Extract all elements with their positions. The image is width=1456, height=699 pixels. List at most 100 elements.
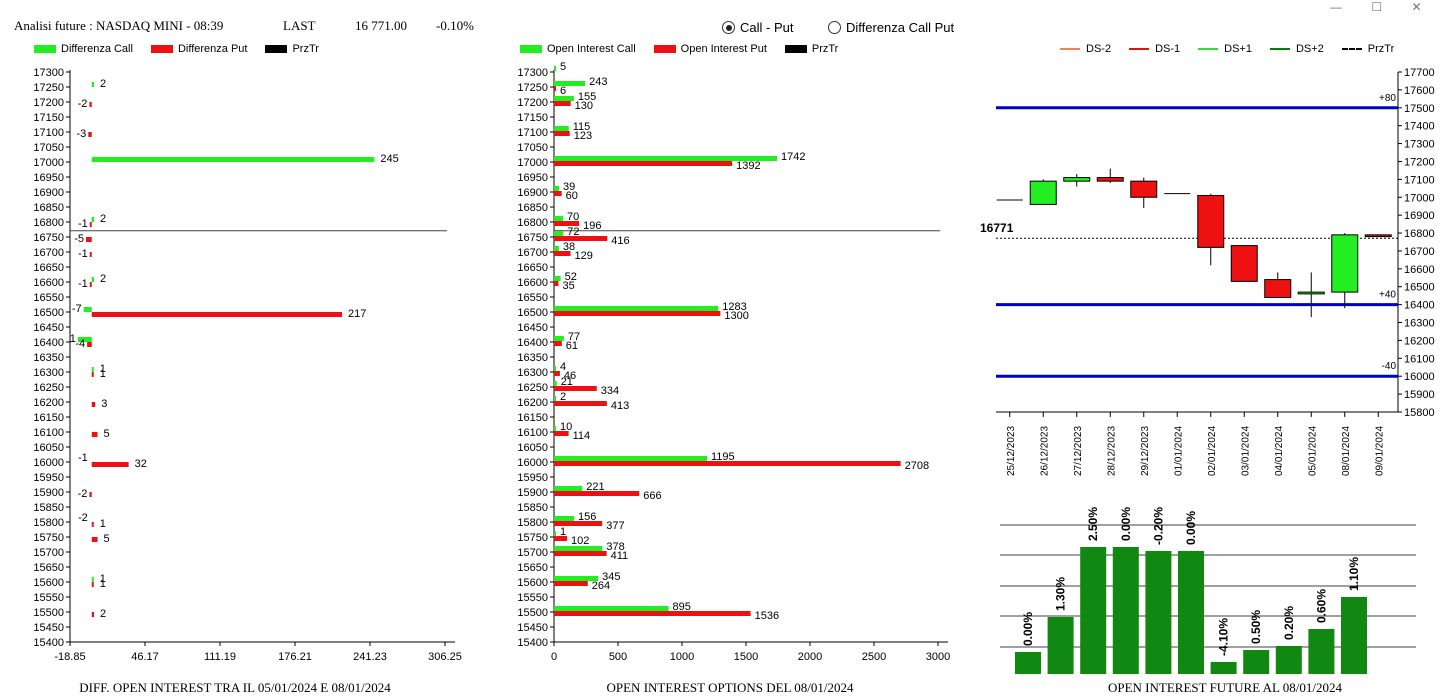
legend-label: PrzTr	[811, 43, 839, 55]
strike-tick-label: 16150	[517, 412, 548, 424]
data-label: -2	[78, 488, 88, 500]
y-tick-label: 16600	[1404, 264, 1435, 276]
radio-selected-icon[interactable]	[722, 21, 735, 34]
strike-tick-label: 15700	[517, 547, 548, 559]
date-label: 04/01/2024	[1274, 426, 1285, 476]
legend-item: DS-2	[1060, 43, 1111, 55]
bar	[91, 312, 343, 317]
date-label: 29/12/2023	[1140, 426, 1151, 476]
strike-tick-label: 17300	[33, 67, 64, 79]
call-bar	[554, 96, 574, 101]
strike-tick-label: 16050	[33, 442, 64, 454]
bar-label: 0.50%	[1249, 610, 1263, 644]
legend-label: DS-1	[1155, 43, 1181, 55]
put-label: 123	[574, 130, 592, 142]
put-label: 416	[611, 235, 629, 247]
y-tick-label: 17100	[1404, 174, 1435, 186]
call-label: 1283	[722, 301, 746, 313]
call-bar	[554, 486, 583, 491]
put-label: 60	[566, 190, 578, 202]
call-label: 77	[568, 331, 580, 343]
put-label: 377	[606, 520, 624, 532]
candlestick-chart: 17700 17600 17500 17400 17300 17200 17100 17000…	[980, 67, 1435, 476]
legend-swatch	[34, 45, 56, 53]
put-bar	[554, 341, 562, 346]
legend-swatch	[784, 45, 807, 53]
strike-tick-label: 16950	[33, 172, 64, 184]
bar-label: 0.60%	[1314, 589, 1328, 623]
last-value: 16 771.00	[355, 18, 407, 33]
bar	[1341, 597, 1367, 674]
put-bar	[554, 536, 568, 541]
bar	[91, 402, 96, 407]
data-label: -7	[72, 303, 82, 315]
strike-tick-label: 16250	[33, 382, 64, 394]
data-label: 2	[100, 608, 106, 620]
strike-tick-label: 17150	[33, 112, 64, 124]
call-label: 1742	[781, 151, 805, 163]
bar	[85, 237, 92, 242]
put-bar	[554, 401, 607, 406]
diff-oi-chart: 17300 17250 17200 17150 17100 17050 17000 16950…	[33, 67, 462, 663]
legend-item: DS-1	[1129, 43, 1180, 55]
call-bar	[554, 381, 557, 386]
legend-label: DS+1	[1224, 43, 1252, 55]
call-bar	[554, 246, 559, 251]
legend-left: Differenza Call Differenza Put PrzTr	[34, 43, 337, 55]
call-bar	[554, 336, 564, 341]
call-label: 221	[586, 481, 604, 493]
strike-tick-label: 15550	[33, 592, 64, 604]
put-bar	[554, 191, 562, 196]
strike-tick-label: 17200	[33, 97, 64, 109]
call-bar	[554, 546, 603, 551]
call-label: 52	[565, 271, 577, 283]
bar	[91, 582, 94, 587]
data-label: -4	[75, 338, 85, 350]
legend-item: PrzTr	[1341, 43, 1394, 55]
x-tick-label: 306.25	[428, 651, 462, 663]
strike-tick-label: 16600	[517, 277, 548, 289]
strike-tick-label: 15600	[517, 577, 548, 589]
minimize-icon[interactable]: —	[1330, 0, 1342, 14]
radio-empty-icon[interactable]	[828, 21, 841, 34]
date-label: 25/12/2023	[1006, 426, 1017, 476]
strike-tick-label: 15800	[517, 517, 548, 529]
y-tick-label: 16900	[1404, 210, 1435, 222]
bar	[91, 432, 98, 437]
put-bar	[554, 251, 571, 256]
strike-tick-label: 16450	[33, 322, 64, 334]
call-label: 243	[589, 76, 607, 88]
strike-tick-label: 17000	[517, 157, 548, 169]
strike-tick-label: 16350	[33, 352, 64, 364]
radio-call-put[interactable]: Call - Put	[722, 20, 793, 35]
call-label: 2	[560, 391, 566, 403]
legend-swatch	[653, 45, 676, 53]
call-bar	[554, 516, 574, 521]
strike-tick-label: 16550	[517, 292, 548, 304]
strike-tick-label: 16650	[33, 262, 64, 274]
put-label: 114	[573, 430, 591, 442]
date-label: 09/01/2024	[1374, 426, 1385, 476]
maximize-icon[interactable]: ☐	[1371, 0, 1383, 14]
legend-item: Differenza Call	[34, 43, 133, 55]
x-tick-label: 176.21	[278, 651, 312, 663]
put-bar	[554, 491, 640, 496]
legend-line	[1341, 48, 1362, 50]
put-label: 413	[611, 400, 629, 412]
strike-tick-label: 15850	[517, 502, 548, 514]
put-label: 6	[560, 85, 566, 97]
data-label: 217	[348, 308, 366, 320]
strike-tick-label: 16250	[517, 382, 548, 394]
close-icon[interactable]: ✕	[1411, 0, 1422, 14]
strike-tick-label: 16650	[517, 262, 548, 274]
radio-diff-call-put[interactable]: Differenza Call Put	[828, 20, 954, 35]
bar	[91, 522, 94, 527]
strike-tick-label: 17250	[517, 82, 548, 94]
footer-left: DIFF. OPEN INTEREST TRA IL 05/01/2024 E …	[79, 680, 391, 695]
data-label: 1	[100, 578, 106, 590]
strike-tick-label: 15800	[33, 517, 64, 529]
data-label: 5	[104, 533, 110, 545]
strike-tick-label: 17050	[33, 142, 64, 154]
call-label: 10	[560, 421, 572, 433]
put-label: 411	[611, 550, 629, 562]
